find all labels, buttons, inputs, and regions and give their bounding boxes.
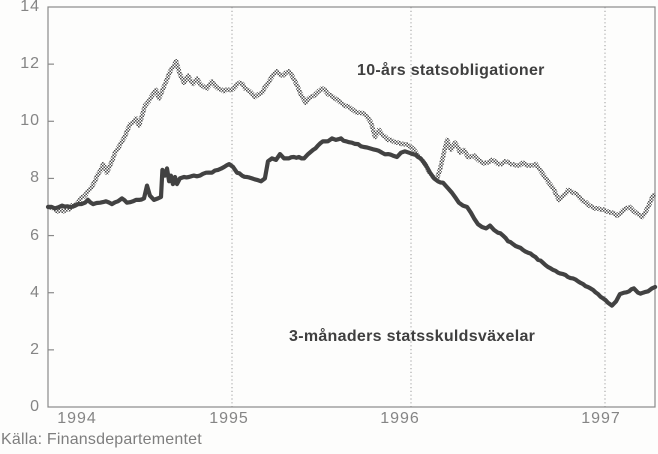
x-tick-label-1995: 1995: [209, 410, 249, 427]
y-tick-label-8: 8: [30, 169, 40, 187]
line-3m-treasury-bills: [45, 136, 658, 308]
y-tick-label-2: 2: [30, 340, 40, 358]
x-tick-label-1997: 1997: [581, 410, 621, 427]
y-tick-label-4: 4: [30, 283, 40, 301]
y-tick-label-6: 6: [30, 226, 40, 244]
y-tick-label-12: 12: [20, 55, 40, 73]
x-tick-label-1996: 1996: [380, 410, 420, 427]
line-10y-government-bonds: [47, 59, 657, 220]
y-tick-label-10: 10: [20, 112, 40, 130]
series-label-10y-government-bonds: 10-års statsobligationer: [357, 62, 545, 79]
source-caption: Källa: Finansdepartementet: [1, 431, 202, 448]
series-label-3m-treasury-bills: 3-månaders statsskuldsväxelar: [289, 328, 536, 345]
x-tick-label-1994: 1994: [57, 410, 97, 427]
y-tick-label-0: 0: [30, 398, 40, 415]
y-tick-label-14: 14: [20, 0, 40, 15]
